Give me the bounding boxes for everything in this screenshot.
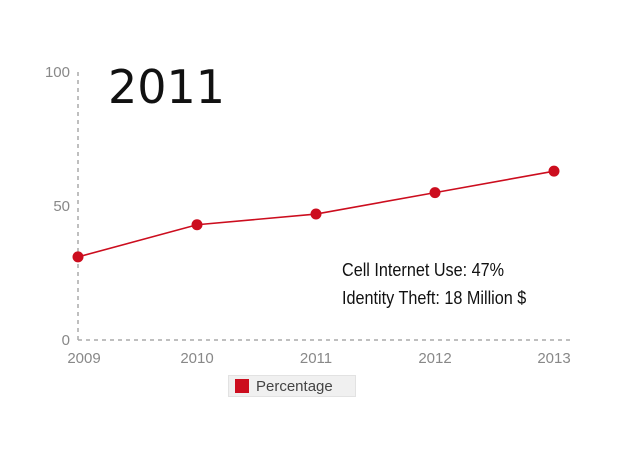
x-tick-label-2012: 2012	[418, 350, 451, 367]
data-point-2011	[310, 208, 322, 220]
x-tick-label-2010: 2010	[180, 350, 213, 367]
y-tick-label-100: 100	[45, 64, 70, 81]
y-tick-label-50: 50	[53, 198, 70, 215]
data-point-2009	[72, 251, 84, 263]
stats-annotation: Cell Internet Use: 47% Identity Theft: 1…	[342, 256, 526, 312]
data-point-2010	[191, 219, 203, 231]
chart-legend[interactable]: Percentage	[228, 375, 356, 397]
identity-theft-text: Identity Theft: 18 Million $	[342, 288, 527, 308]
data-point-2013	[548, 165, 560, 177]
y-tick-label-0: 0	[62, 332, 70, 349]
x-tick-label-2009: 2009	[67, 350, 100, 367]
legend-swatch	[235, 379, 249, 393]
cell-internet-use-text: Cell Internet Use: 47%	[342, 260, 505, 280]
x-tick-label-2013: 2013	[537, 350, 570, 367]
chart-axes: 0 50 100 2009 2010 2011 2012 2013	[45, 64, 572, 367]
data-point-2012	[429, 187, 441, 199]
legend-label-percentage: Percentage	[256, 377, 333, 395]
x-tick-label-2011: 2011	[300, 350, 332, 367]
year-heading: 2011	[108, 60, 226, 114]
chart-series	[72, 165, 560, 263]
